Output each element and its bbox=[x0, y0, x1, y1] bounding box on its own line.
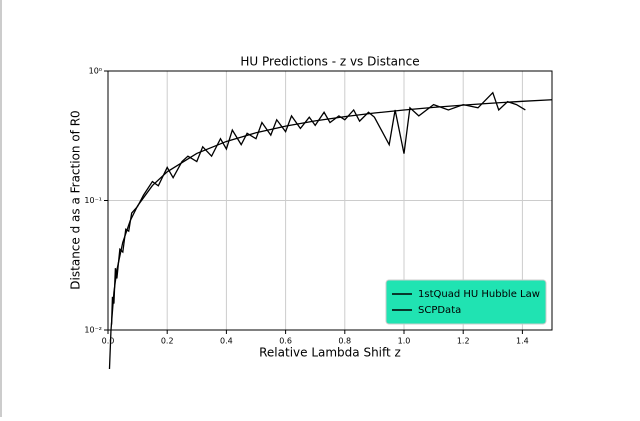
data-line bbox=[108, 99, 553, 370]
x-tick-label: 0.4 bbox=[220, 337, 233, 346]
x-tick-label: 0.8 bbox=[338, 337, 351, 346]
x-tick-label: 0.6 bbox=[279, 337, 292, 346]
legend-label: SCPData bbox=[418, 305, 461, 316]
x-tick-label: 1.4 bbox=[516, 337, 529, 346]
chart-title: HU Predictions - z vs Distance bbox=[240, 55, 419, 69]
y-tick-label: 10⁻¹ bbox=[84, 196, 102, 205]
x-tick-label: 1.2 bbox=[457, 337, 470, 346]
x-axis-label: Relative Lambda Shift z bbox=[259, 346, 401, 360]
legend-label: 1stQuad HU Hubble Law bbox=[418, 289, 540, 300]
x-tick-label: 1.0 bbox=[398, 337, 411, 346]
data-line bbox=[110, 91, 526, 325]
y-tick-label: 10⁰ bbox=[89, 67, 102, 76]
legend-box bbox=[385, 279, 547, 325]
plot-frame bbox=[107, 70, 553, 331]
y-axis-label: Distance d as a Fraction of R0 bbox=[69, 110, 83, 289]
x-tick-label: 0.0 bbox=[102, 337, 115, 346]
x-tick-label: 0.2 bbox=[161, 337, 174, 346]
y-tick-label: 10⁻² bbox=[84, 326, 102, 335]
